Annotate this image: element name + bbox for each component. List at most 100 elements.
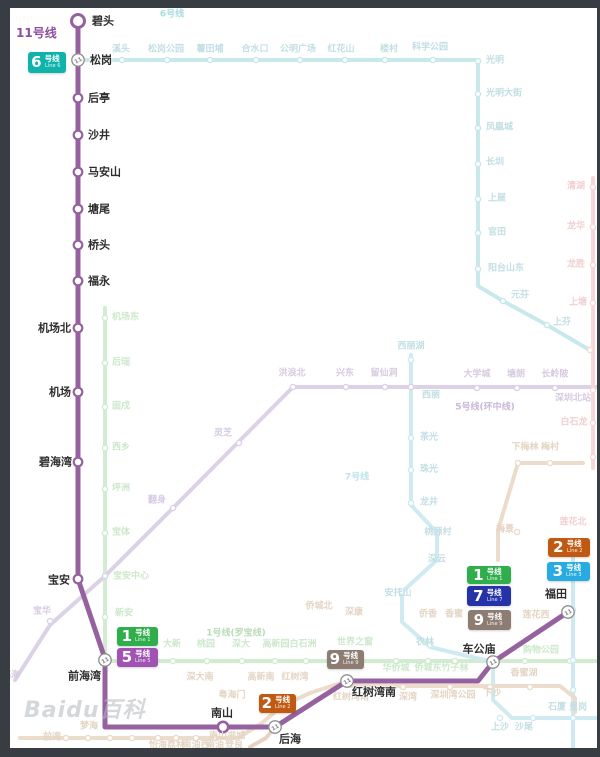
- station-label[interactable]: 马安山: [88, 165, 121, 179]
- station-label[interactable]: 后海: [279, 732, 301, 746]
- line-2-badge[interactable]: 2 号线 Line 2: [548, 538, 590, 557]
- bg-station-label: 珠光: [420, 464, 439, 475]
- line-9-badge[interactable]: 9 号线 Line 9: [327, 650, 364, 669]
- bg-station-label: 皇岗: [568, 702, 588, 713]
- bg-station-label: 西乡: [112, 442, 131, 453]
- line-6-badge[interactable]: 6 号线 Line 6: [28, 52, 66, 73]
- bg-station-label: 龙华: [566, 221, 586, 232]
- bg-station-label: 深云: [427, 554, 447, 565]
- bg-station-label: 高新南: [247, 672, 275, 683]
- bg-station-label: 机场东: [112, 312, 140, 323]
- station-label[interactable]: 机场北: [38, 321, 71, 335]
- line-number: 9: [473, 610, 485, 629]
- line-suffix: 号线: [135, 628, 151, 638]
- line-5-badge[interactable]: 5 号线 Line 5: [117, 648, 158, 667]
- bg-station-label: 楼村: [379, 44, 399, 55]
- bg-station-label: 6号线: [159, 9, 185, 20]
- bg-station-label: 大学城: [463, 369, 491, 380]
- line-suffix: 号线: [275, 695, 291, 705]
- bg-station-label: 5号线(环中线): [455, 402, 515, 413]
- bg-station-label: 侨城北: [305, 601, 333, 612]
- line-english-label: Line 2: [275, 703, 291, 710]
- station-label[interactable]: 后亭: [88, 91, 110, 105]
- bg-station-label: 公明广场: [279, 44, 317, 55]
- bg-station-label: 香蜜: [444, 609, 464, 620]
- bg-station-label: 固戍: [112, 401, 131, 412]
- bg-station-label: 南油西: [182, 740, 210, 748]
- bg-station-label: 高新园: [262, 639, 290, 650]
- bg-station-label: 长岭陂: [541, 369, 569, 380]
- bg-station-label: 桃园: [196, 639, 216, 650]
- bg-station-label: 莲花西: [522, 610, 550, 621]
- line-2-badge[interactable]: 2 号线 Line 2: [259, 694, 296, 713]
- line-suffix: 号线: [44, 54, 60, 64]
- station-label[interactable]: 塘尾: [88, 202, 110, 216]
- baidu-baike-watermark: Baidu百科: [24, 698, 146, 723]
- bg-station-label: 阳台山东: [488, 263, 525, 274]
- line-suffix: 号线: [343, 651, 359, 661]
- bg-station-label: 白石龙: [560, 417, 588, 428]
- bg-station-label: 购物公园: [522, 645, 560, 656]
- line-1-badge[interactable]: 1 号线 Line 1: [117, 627, 158, 646]
- bg-station-label: 长圳: [486, 157, 505, 168]
- line-1-badge[interactable]: 1 号线 Line 1: [467, 566, 511, 584]
- bg-station-label: 合水口: [241, 44, 269, 55]
- line-english-label: Line 7: [486, 596, 503, 603]
- station-label[interactable]: 桥头: [88, 238, 110, 252]
- station-label[interactable]: 南山: [211, 706, 233, 720]
- station-label[interactable]: 沙井: [88, 128, 110, 142]
- bg-station-label: 侨香: [418, 609, 438, 620]
- station-label[interactable]: 前海湾: [68, 669, 101, 683]
- bg-station-label: 安托山: [384, 588, 412, 599]
- line-number: 9: [329, 650, 341, 668]
- line-suffix: 号线: [486, 587, 502, 597]
- bg-station-label: 梅景: [495, 524, 515, 535]
- station-label[interactable]: 碧海湾: [39, 455, 72, 469]
- bg-station-label: 石厦: [547, 702, 567, 713]
- metro-map: 11 11 11 11 11 11 溪头 松岗公园 薯田埔 合水口 公明广场 红花山 楼村 科学公园 6号…: [10, 8, 597, 748]
- bg-station-label: 后瑞: [112, 357, 131, 368]
- bg-station-label: 梦海: [79, 721, 99, 732]
- station-label[interactable]: 福永: [88, 274, 110, 288]
- bg-station-label: 梅村: [540, 442, 560, 453]
- station-label[interactable]: 宝安: [48, 573, 70, 587]
- line-7-badge[interactable]: 7 号线 Line 7: [467, 586, 511, 606]
- bg-station-label: 新安: [115, 608, 134, 619]
- line-3-badge[interactable]: 3 号线 Line 3: [547, 562, 590, 581]
- station-label[interactable]: 机场: [49, 385, 71, 399]
- bg-station-label: 白石洲: [289, 639, 317, 650]
- bg-station-label: 下梅林: [511, 442, 539, 453]
- bg-station-label: 洪浪北: [278, 368, 306, 379]
- station-label[interactable]: 碧头: [92, 14, 114, 28]
- station-label[interactable]: 红树湾南: [352, 685, 396, 699]
- line-9-badge[interactable]: 9 号线 Line 9: [468, 610, 511, 630]
- bg-station-label: 深圳湾公园: [430, 690, 476, 701]
- bg-station-label: 龙胜: [566, 259, 586, 270]
- bg-station-label: 南油: [205, 740, 225, 748]
- bg-station-label: 深大: [231, 639, 251, 650]
- bg-station-label: 下沙: [482, 688, 502, 699]
- station-label[interactable]: 车公庙: [462, 642, 496, 656]
- line-english-label: Line 3: [566, 571, 582, 578]
- bg-station-label: 桃源村: [424, 527, 452, 538]
- bg-station-label: 红树湾: [281, 672, 309, 683]
- line-number: 1: [473, 565, 484, 584]
- bg-station-label: 华侨城: [382, 663, 410, 674]
- line-number: 7: [473, 586, 484, 605]
- line-number: 3: [552, 562, 564, 580]
- bg-station-label: 官田: [488, 227, 507, 238]
- station-label[interactable]: 福田: [545, 587, 567, 601]
- bg-station-label: 光明: [486, 55, 505, 66]
- bg-station-label: 茶光: [420, 432, 439, 443]
- bg-station-label: 大新: [162, 639, 182, 650]
- line-suffix: 号线: [135, 649, 151, 659]
- bg-station-label: 光明大街: [486, 88, 523, 99]
- bg-station-label: 宝华: [32, 606, 52, 617]
- line-number: 6: [31, 53, 42, 71]
- bg-station-label: 深大南: [186, 672, 214, 683]
- bg-station-label: 西丽湖: [397, 341, 425, 352]
- line-number: 1: [121, 627, 133, 645]
- bg-station-label: 深圳北站: [554, 393, 592, 404]
- bg-station-label: 清湖: [566, 181, 586, 192]
- station-label[interactable]: 松岗: [90, 53, 112, 67]
